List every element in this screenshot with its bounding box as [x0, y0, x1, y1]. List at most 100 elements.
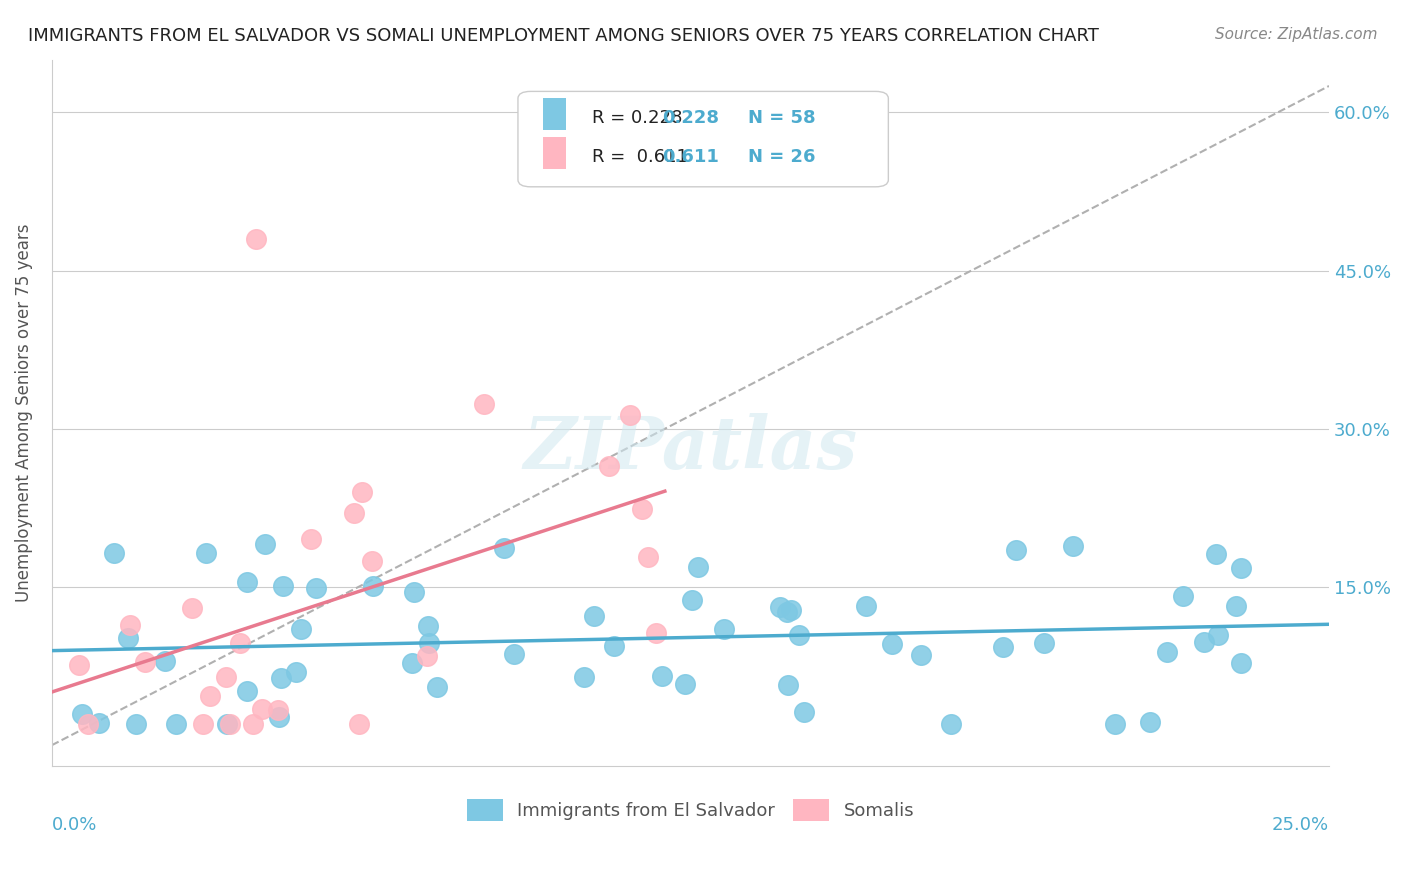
Point — [855, 599, 877, 613]
Point — [769, 600, 792, 615]
Point — [285, 665, 308, 680]
Point — [118, 618, 141, 632]
Point — [603, 639, 626, 653]
Point — [939, 717, 962, 731]
Point — [299, 533, 322, 547]
Point — [574, 670, 596, 684]
Y-axis label: Unemployment Among Seniors over 75 years: Unemployment Among Seniors over 75 years — [15, 224, 32, 602]
Point — [1171, 589, 1194, 603]
Point — [361, 579, 384, 593]
Point — [1033, 636, 1056, 650]
Point — [217, 717, 239, 731]
Point — [153, 654, 176, 668]
Point — [1205, 548, 1227, 562]
Point — [882, 637, 904, 651]
FancyBboxPatch shape — [544, 137, 567, 169]
Point — [125, 717, 148, 731]
Text: 0.228: 0.228 — [662, 109, 720, 127]
Point — [472, 397, 495, 411]
Point — [87, 715, 110, 730]
Point — [1004, 543, 1026, 558]
Text: R =  0.611: R = 0.611 — [592, 148, 688, 166]
Point — [270, 671, 292, 685]
Point — [681, 593, 703, 607]
Point — [1062, 539, 1084, 553]
Text: 0.611: 0.611 — [662, 148, 718, 166]
Text: R = 0.228: R = 0.228 — [592, 109, 682, 127]
Point — [673, 677, 696, 691]
Text: 25.0%: 25.0% — [1272, 816, 1329, 834]
Point — [180, 600, 202, 615]
Point — [219, 717, 242, 731]
Point — [250, 702, 273, 716]
Point — [134, 656, 156, 670]
Point — [1192, 635, 1215, 649]
Point — [1230, 561, 1253, 575]
Point — [1156, 645, 1178, 659]
Point — [267, 703, 290, 717]
Point — [361, 554, 384, 568]
Point — [77, 717, 100, 731]
Point — [426, 680, 449, 694]
FancyBboxPatch shape — [517, 91, 889, 186]
Point — [645, 625, 668, 640]
Point — [910, 648, 932, 662]
Text: Source: ZipAtlas.com: Source: ZipAtlas.com — [1215, 27, 1378, 42]
Point — [713, 622, 735, 636]
Point — [165, 717, 187, 731]
Point — [503, 647, 526, 661]
Point — [402, 584, 425, 599]
Point — [347, 717, 370, 731]
FancyBboxPatch shape — [544, 98, 567, 130]
Point — [271, 579, 294, 593]
Point — [583, 609, 606, 624]
Point — [1225, 599, 1247, 614]
Text: N = 26: N = 26 — [748, 148, 815, 166]
Point — [776, 678, 799, 692]
Point — [1229, 656, 1251, 670]
Point — [194, 546, 217, 560]
Point — [103, 546, 125, 560]
Point — [1206, 628, 1229, 642]
Point — [776, 605, 799, 619]
Point — [242, 717, 264, 731]
Text: 0.0%: 0.0% — [52, 816, 97, 834]
Point — [637, 550, 659, 565]
Text: N = 58: N = 58 — [748, 109, 815, 127]
Point — [117, 632, 139, 646]
Point — [686, 560, 709, 574]
Point — [236, 683, 259, 698]
Point — [191, 717, 214, 731]
Text: IMMIGRANTS FROM EL SALVADOR VS SOMALI UNEMPLOYMENT AMONG SENIORS OVER 75 YEARS C: IMMIGRANTS FROM EL SALVADOR VS SOMALI UN… — [28, 27, 1099, 45]
Point — [267, 709, 290, 723]
Point — [305, 581, 328, 595]
Point — [67, 658, 90, 673]
Point — [650, 669, 672, 683]
Point — [416, 648, 439, 663]
Point — [787, 628, 810, 642]
Point — [418, 618, 440, 632]
Point — [70, 706, 93, 721]
Point — [236, 574, 259, 589]
Point — [290, 622, 312, 636]
Point — [245, 232, 267, 246]
Point — [619, 408, 641, 422]
Point — [401, 657, 423, 671]
Point — [418, 636, 440, 650]
Point — [198, 689, 221, 703]
Point — [343, 506, 366, 520]
Point — [631, 502, 654, 516]
Point — [215, 670, 238, 684]
Point — [254, 537, 277, 551]
Text: ZIPatlas: ZIPatlas — [523, 413, 858, 483]
Point — [1104, 717, 1126, 731]
Point — [993, 640, 1015, 654]
Point — [779, 602, 801, 616]
Point — [793, 705, 815, 719]
Legend: Immigrants from El Salvador, Somalis: Immigrants from El Salvador, Somalis — [460, 791, 921, 828]
Point — [494, 541, 516, 556]
Point — [229, 636, 252, 650]
Point — [598, 459, 620, 474]
Point — [352, 484, 374, 499]
Point — [1139, 714, 1161, 729]
